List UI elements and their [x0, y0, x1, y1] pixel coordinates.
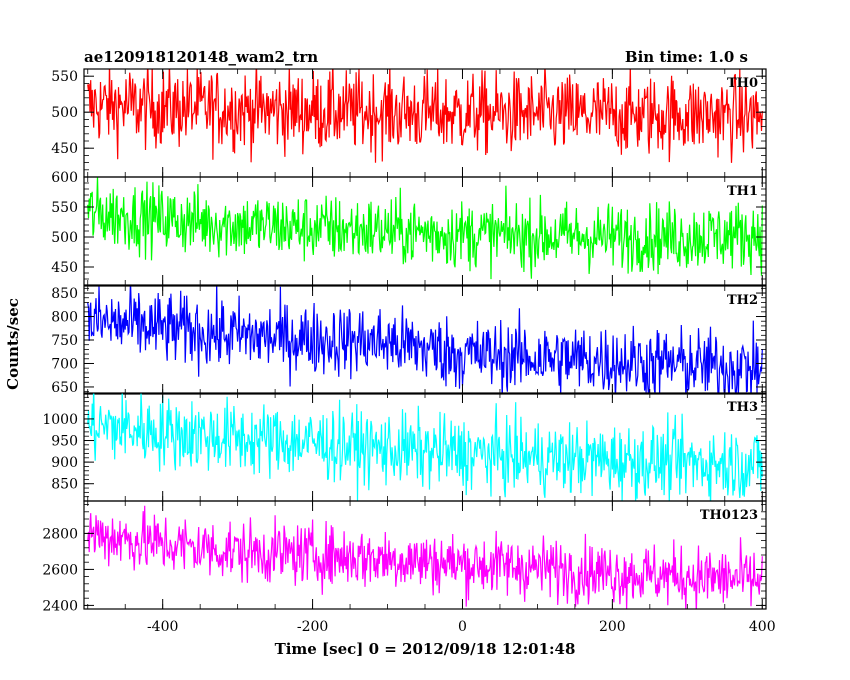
panel-label: TH0123: [700, 508, 758, 523]
y-tick-label: 450: [51, 260, 78, 276]
panels-group: 450 500 550 TH0 450 500 550 600 TH1 650 700 750 800 8…: [42, 68, 776, 635]
y-tick-label: 950: [51, 434, 78, 450]
y-tick-label: 650: [51, 380, 78, 396]
y-tick-label: 2800: [42, 526, 78, 542]
panel-label: TH2: [727, 293, 758, 308]
panel-label: TH1: [727, 184, 758, 199]
panel-th0123: 2400 2600 2800 TH0123 -400 -200 0 200 400: [42, 500, 776, 635]
y-tick-label: 700: [51, 356, 78, 372]
y-tick-label: 2600: [42, 562, 78, 578]
series-line-th1: [87, 177, 763, 280]
y-tick-label: 450: [51, 141, 78, 157]
y-tick-label: 500: [51, 230, 78, 246]
x-tick-label: 400: [749, 619, 776, 635]
y-tick-label: 900: [51, 455, 78, 471]
y-tick-label: 850: [51, 477, 78, 493]
series-line-th2: [87, 286, 763, 394]
y-tick-label: 500: [51, 105, 78, 121]
panel-th1: 450 500 550 600 TH1: [51, 170, 767, 286]
y-tick-label: 800: [51, 310, 78, 326]
panel-label: TH0: [727, 76, 758, 91]
chart-title: ae120918120148_wam2_trn: [84, 48, 318, 66]
x-tick-label: 200: [599, 619, 626, 635]
y-tick-label: 750: [51, 333, 78, 349]
x-tick-label: -200: [297, 619, 328, 635]
bin-time-label: Bin time: 1.0 s: [625, 48, 748, 66]
y-tick-label: 1000: [42, 412, 78, 428]
x-axis-label: Time [sec] 0 = 2012/09/18 12:01:48: [275, 640, 576, 658]
panel-label: TH3: [727, 400, 758, 415]
y-tick-label: 600: [51, 170, 78, 186]
series-line-th0: [87, 69, 763, 163]
y-tick-label: 2400: [42, 598, 78, 614]
y-tick-label: 550: [51, 69, 78, 85]
y-tick-label: 850: [51, 286, 78, 302]
series-line-th0123: [87, 505, 763, 609]
y-tick-label: 550: [51, 200, 78, 216]
panel-th3: 850 900 950 1000 TH3: [42, 392, 767, 502]
panel-th0: 450 500 550 TH0: [51, 68, 767, 178]
x-tick-label: 0: [458, 619, 467, 635]
series-line-th3: [87, 393, 763, 501]
x-tick-label: -400: [147, 619, 178, 635]
panel-th2: 650 700 750 800 850 TH2: [51, 285, 767, 396]
y-axis-label: Counts/sec: [4, 298, 22, 390]
